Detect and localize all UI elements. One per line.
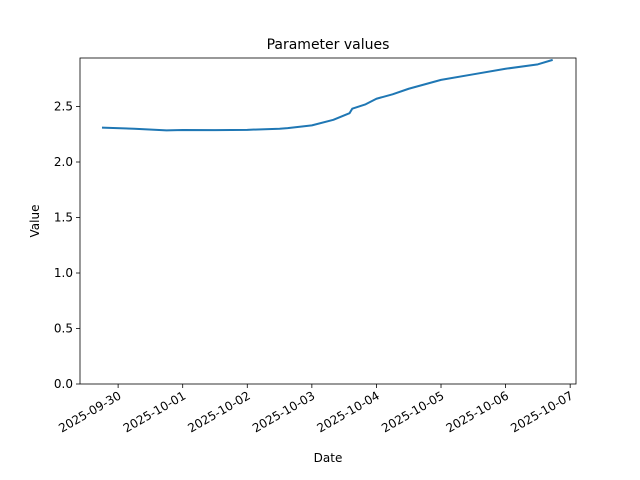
y-tick-label: 1.0 bbox=[54, 266, 73, 280]
y-tick-label: 1.5 bbox=[54, 211, 73, 225]
y-tick-label: 2.0 bbox=[54, 155, 73, 169]
y-tick-label: 0.5 bbox=[54, 322, 73, 336]
data-line bbox=[101, 58, 553, 132]
x-axis-label: Date bbox=[314, 451, 343, 465]
plot-frame bbox=[79, 57, 577, 385]
y-axis-label: Value bbox=[28, 205, 42, 238]
y-tick-label: 2.5 bbox=[54, 100, 73, 114]
y-tick-label: 0.0 bbox=[54, 377, 73, 391]
chart-title: Parameter values bbox=[267, 37, 390, 53]
